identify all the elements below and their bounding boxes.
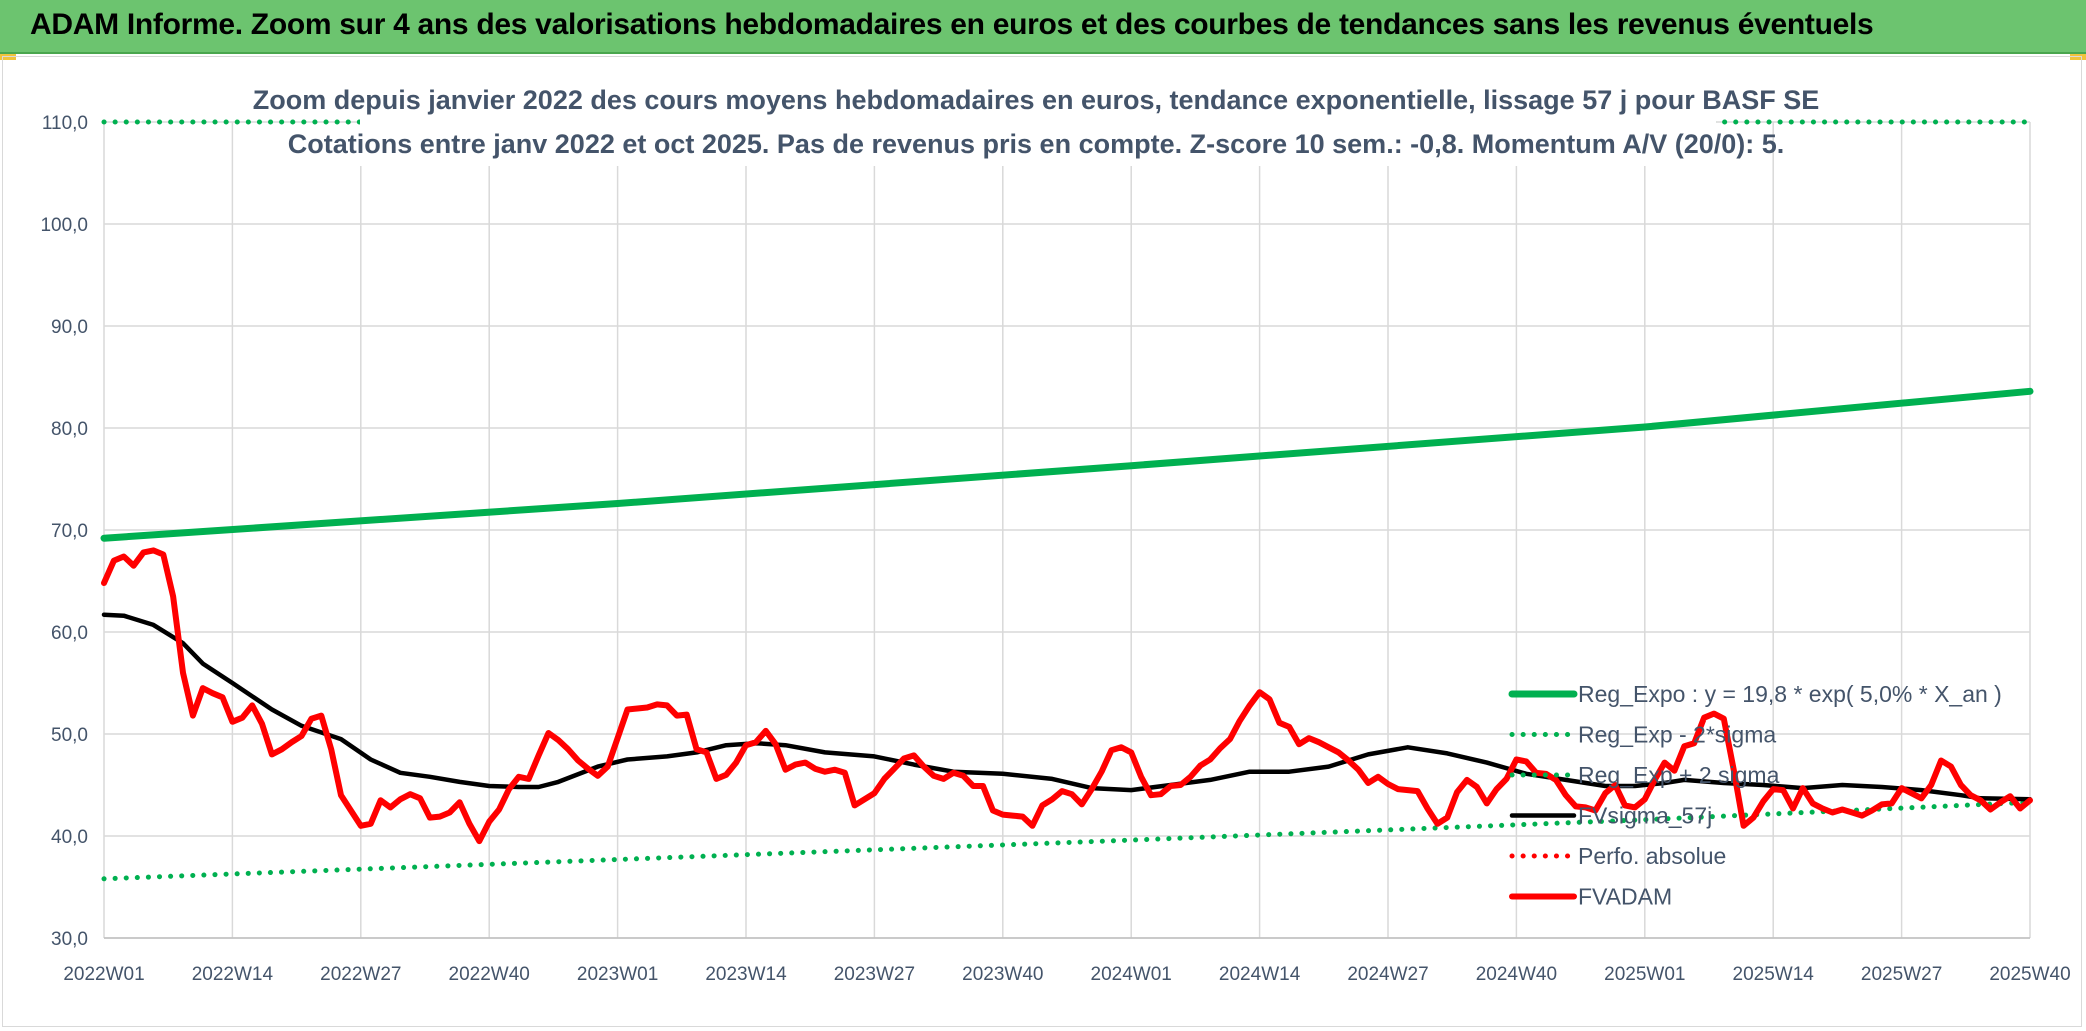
y-tick-label: 80,0 xyxy=(51,419,88,440)
y-tick-label: 110,0 xyxy=(42,113,88,134)
x-tick-label: 2024W01 xyxy=(1091,964,1172,985)
y-tick-label: 90,0 xyxy=(51,317,88,338)
chart-title: Zoom depuis janvier 2022 des cours moyen… xyxy=(253,85,1820,115)
series-line xyxy=(101,799,2033,882)
subtitle-background xyxy=(360,76,1716,166)
x-tick-label: 2024W14 xyxy=(1219,964,1301,985)
legend-entry: Reg_Exp + 2 sigma xyxy=(1578,762,1780,788)
x-tick-label: 2022W14 xyxy=(192,964,274,985)
corner-accent-right xyxy=(2070,54,2086,60)
legend: Reg_Expo : y = 19,8 * exp( 5,0% * X_an )… xyxy=(1508,681,2002,910)
x-tick-label: 2023W27 xyxy=(834,964,915,985)
x-tick-label: 2023W01 xyxy=(577,964,658,985)
series-line xyxy=(101,547,2033,845)
x-tick-label: 2023W14 xyxy=(705,964,787,985)
y-tick-label: 70,0 xyxy=(51,521,88,542)
legend-entry: Reg_Expo : y = 19,8 * exp( 5,0% * X_an ) xyxy=(1578,681,2002,707)
x-tick-label: 2025W27 xyxy=(1861,964,1942,985)
x-tick-label: 2025W14 xyxy=(1733,964,1815,985)
y-axis-ticks: 30,0 40,0 50,0 60,0 70,0 80,0 90,0 100,0 110,0 xyxy=(40,113,88,950)
legend-entry: FVsigma_57j xyxy=(1578,803,1712,829)
grid-layer xyxy=(103,121,2031,939)
x-tick-label: 2022W40 xyxy=(449,964,530,985)
chart-subtitle: Cotations entre janv 2022 et oct 2025. P… xyxy=(288,129,1785,159)
x-tick-label: 2024W40 xyxy=(1476,964,1557,985)
x-axis-ticks: 2022W01 2022W14 2022W27 2022W40 2023W01 2023W… xyxy=(63,964,2070,985)
series-line xyxy=(100,387,2034,542)
x-tick-label: 2025W01 xyxy=(1604,964,1685,985)
chart-frame xyxy=(2,56,2082,1027)
y-tick-label: 60,0 xyxy=(51,623,88,644)
x-tick-label: 2022W01 xyxy=(63,964,144,985)
series-line xyxy=(101,612,2033,802)
x-tick-label: 2022W27 xyxy=(320,964,401,985)
legend-entry: FVADAM xyxy=(1578,884,1672,910)
title-bar: ADAM Informe. Zoom sur 4 ans des valoris… xyxy=(0,0,2086,54)
corner-accent-left xyxy=(0,54,16,60)
y-tick-label: 50,0 xyxy=(51,725,88,746)
y-tick-label: 100,0 xyxy=(40,215,88,236)
x-tick-label: 2023W40 xyxy=(962,964,1043,985)
window-title: ADAM Informe. Zoom sur 4 ans des valoris… xyxy=(30,8,1874,41)
y-tick-label: 40,0 xyxy=(51,827,88,848)
y-tick-label: 30,0 xyxy=(51,929,88,950)
legend-entry: Perfo. absolue xyxy=(1578,843,1726,869)
x-tick-label: 2025W40 xyxy=(1989,964,2070,985)
legend-entry: Reg_Exp - 2*sigma xyxy=(1578,722,1776,748)
x-tick-label: 2024W27 xyxy=(1347,964,1428,985)
